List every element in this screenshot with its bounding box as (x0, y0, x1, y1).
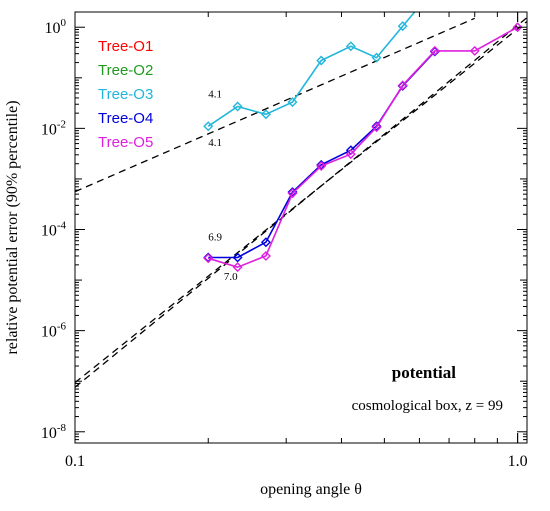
power-law-fit-lines (75, 17, 527, 388)
y-tick-base: 10 (45, 20, 61, 37)
annotation-subtitle: cosmological box, z = 99 (352, 398, 503, 414)
data-point-tree-o5 (260, 250, 271, 261)
data-point-tree-o4 (260, 237, 271, 248)
fit-slope-label: 7.0 (224, 271, 238, 283)
data-point-tree-o5 (203, 253, 214, 264)
y-tick-label: 10-2 (41, 118, 66, 138)
y-tick-base: 10 (41, 223, 57, 240)
y-tick-base: 10 (41, 425, 57, 442)
data-point-tree-o4 (316, 159, 327, 170)
series-line-tree-o3 (207, 12, 416, 127)
plot-frame (74, 11, 528, 444)
y-axis-label: relative potential error (90% percentile… (4, 100, 21, 354)
data-point-tree-o3 (287, 97, 298, 108)
y-tick-label: 10-8 (41, 422, 67, 442)
fit-slope-label: 6.9 (208, 231, 222, 243)
data-point-tree-o5 (316, 161, 327, 172)
data-point-tree-o3 (345, 41, 356, 52)
data-point-tree-o3 (371, 52, 382, 63)
y-tick-base: 10 (41, 324, 57, 341)
legend-entry-tree-o3: Tree-O3 (98, 86, 153, 103)
legend-entry-tree-o5: Tree-O5 (98, 134, 153, 151)
fit-line-0 (75, 17, 475, 193)
data-point-tree-o3 (232, 101, 243, 112)
data-point-tree-o5 (397, 80, 408, 91)
series-line-tree-o5 (207, 26, 518, 269)
data-point-tree-o3 (203, 121, 214, 132)
y-tick-exponent: -8 (57, 422, 67, 434)
y-tick-exponent: -4 (57, 220, 67, 232)
data-point-tree-o4 (371, 121, 382, 132)
data-point-tree-o5 (232, 262, 243, 273)
y-tick-label: 10-4 (41, 220, 67, 240)
x-tick-label: 1.0 (508, 453, 528, 470)
data-point-tree-o5 (429, 45, 440, 56)
y-tick-exponent: -6 (57, 321, 67, 333)
legend-entry-tree-o4: Tree-O4 (98, 110, 153, 127)
fit-slope-label: 4.1 (208, 137, 222, 149)
y-tick-exponent: -2 (57, 118, 66, 130)
data-point-tree-o5 (469, 45, 480, 56)
y-tick-label: 100 (45, 17, 67, 37)
legend-entry-tree-o2: Tree-O2 (98, 62, 153, 79)
data-point-tree-o4 (232, 252, 243, 263)
data-point-tree-o3 (260, 109, 271, 120)
legend-entry-tree-o1: Tree-O1 (98, 38, 153, 55)
data-point-tree-o3 (397, 21, 408, 32)
y-tick-label: 10-6 (41, 321, 67, 341)
data-point-tree-o5 (371, 122, 382, 133)
legend: Tree-O1 Tree-O2 Tree-O3 Tree-O4 Tree-O5 (98, 38, 153, 151)
y-tick-base: 10 (41, 121, 57, 138)
x-tick-label: 0.1 (65, 453, 85, 470)
x-axis-label: opening angle θ (260, 481, 362, 498)
data-point-tree-o5 (512, 22, 523, 33)
fit-slope-label: 4.1 (208, 88, 222, 100)
data-series (203, 12, 523, 273)
data-point-tree-o5 (345, 149, 356, 160)
annotation-title: potential (392, 363, 457, 382)
fit-line-2 (75, 17, 527, 388)
data-point-tree-o5 (287, 188, 298, 199)
data-point-tree-o3 (316, 55, 327, 66)
fit-slope-labels: 4.1 6.9 7.0 4.1 (208, 88, 238, 283)
y-tick-exponent: 0 (61, 17, 67, 29)
